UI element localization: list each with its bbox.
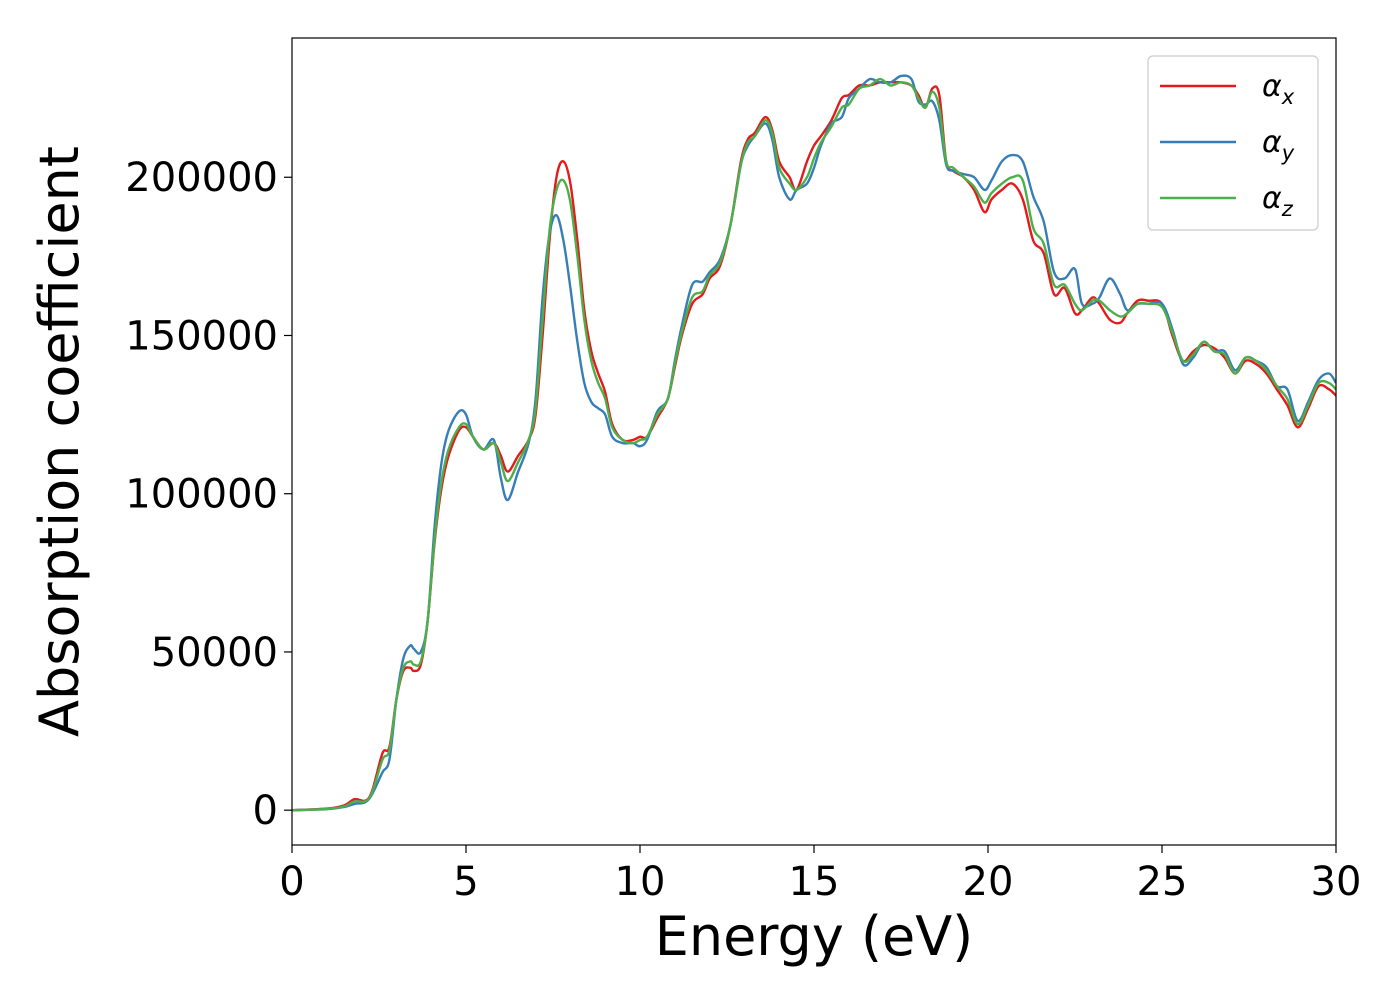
y-axis-title: Absorption coefficient xyxy=(28,146,91,737)
series-line-z xyxy=(292,77,1336,812)
x-tick-label: 30 xyxy=(1311,859,1362,905)
x-tick-label: 5 xyxy=(453,859,478,905)
x-tick-label: 20 xyxy=(963,859,1014,905)
x-axis: 0 5 10 15 20 25 30 xyxy=(279,845,1361,905)
y-tick-label: 0 xyxy=(253,788,278,834)
y-tick-label: 100000 xyxy=(125,472,278,518)
legend-label-x: αx xyxy=(1262,69,1295,109)
x-tick-label: 15 xyxy=(789,859,840,905)
x-tick-label: 10 xyxy=(615,859,666,905)
x-axis-title: Energy (eV) xyxy=(655,905,974,968)
plot-lines xyxy=(292,74,1336,812)
x-tick-label: 25 xyxy=(1137,859,1188,905)
y-tick-label: 50000 xyxy=(151,630,278,676)
x-tick-label: 0 xyxy=(279,859,304,905)
legend-label-z: αz xyxy=(1262,181,1294,221)
y-tick-label: 150000 xyxy=(125,313,278,359)
y-tick-label: 200000 xyxy=(125,155,278,201)
y-axis: 0 50000 100000 150000 200000 xyxy=(125,155,292,834)
legend: αx αy αz xyxy=(1147,55,1319,231)
legend-label-y: αy xyxy=(1262,125,1295,165)
